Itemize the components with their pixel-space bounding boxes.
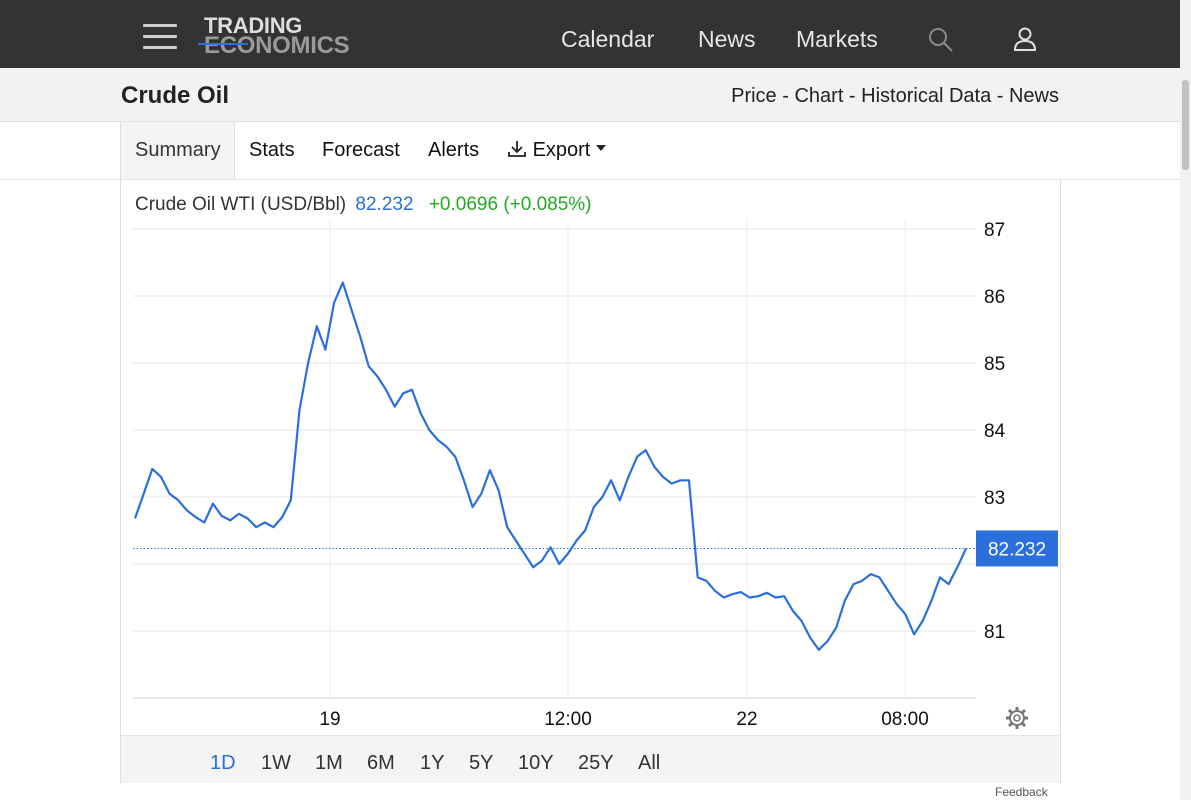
range-1w-button[interactable]: 1W	[261, 752, 291, 774]
page-section-links: Price - Chart - Historical Data - News	[731, 85, 1059, 108]
tab-export[interactable]: Export	[507, 122, 606, 179]
user-account-icon[interactable]	[1013, 26, 1037, 52]
search-icon[interactable]	[928, 27, 954, 53]
download-icon	[508, 141, 526, 157]
link-separator: -	[776, 85, 795, 107]
link-separator: -	[843, 85, 862, 107]
tab-summary[interactable]: Summary	[120, 122, 235, 179]
nav-markets-link[interactable]: Markets	[796, 26, 878, 52]
page-title: Crude Oil	[121, 82, 230, 109]
range-1m-button[interactable]: 1M	[315, 752, 343, 774]
x-tick-label: 19	[319, 709, 340, 730]
link-separator: -	[991, 85, 1009, 107]
page-scrollbar[interactable]	[1180, 0, 1191, 800]
page-header: Crude Oil Price - Chart - Historical Dat…	[0, 68, 1180, 122]
historical-data-link[interactable]: Historical Data	[861, 85, 992, 107]
y-tick-label: 85	[984, 354, 1005, 375]
logo-line-1: TRADING	[204, 13, 303, 38]
price-series-line[interactable]	[133, 281, 967, 651]
chart-link[interactable]: Chart	[794, 85, 844, 107]
range-6m-button[interactable]: 6M	[367, 752, 395, 774]
last-price-label: 82.232	[988, 539, 1046, 560]
y-tick-label: 86	[984, 287, 1005, 308]
price-quote: Crude Oil WTI (USD/Bbl) 82.232 +0.0696 (…	[135, 194, 592, 216]
y-tick-label: 81	[984, 622, 1005, 643]
hamburger-menu-icon[interactable]	[143, 24, 177, 50]
range-25y-button[interactable]: 25Y	[578, 752, 614, 774]
active-range-indicator	[198, 43, 248, 45]
tab-forecast[interactable]: Forecast	[322, 139, 400, 161]
price-link[interactable]: Price	[731, 85, 777, 107]
last-price-badge	[976, 530, 1058, 567]
feedback-link[interactable]: Feedback	[995, 785, 1048, 799]
instrument-name: Crude Oil WTI (USD/Bbl)	[135, 194, 347, 215]
top-navbar: TRADING ECONOMICS Calendar News Markets	[0, 0, 1180, 68]
y-tick-label: 87	[984, 220, 1005, 241]
x-tick-label: 12:00	[544, 709, 592, 730]
range-all-button[interactable]: All	[638, 752, 661, 774]
tab-alerts[interactable]: Alerts	[428, 139, 480, 161]
current-price: 82.232	[355, 194, 414, 215]
range-1d-button[interactable]: 1D	[210, 752, 236, 774]
tab-stats[interactable]: Stats	[249, 139, 295, 161]
logo-line-2: ECONOMICS	[204, 32, 350, 59]
export-label: Export	[532, 139, 591, 161]
scrollbar-thumb[interactable]	[1182, 80, 1189, 170]
range-1y-button[interactable]: 1Y	[420, 752, 445, 774]
x-tick-label: 22	[736, 709, 757, 730]
news-link[interactable]: News	[1008, 85, 1059, 107]
trading-economics-logo[interactable]: TRADING ECONOMICS	[204, 13, 350, 59]
range-10y-button[interactable]: 10Y	[518, 752, 554, 774]
time-range-selector: 1D 1W 1M 6M 1Y 5Y 10Y 25Y All	[121, 735, 1059, 783]
x-tick-label: 08:00	[881, 709, 929, 730]
chart-tabs: Summary Stats Forecast Alerts Export	[0, 122, 1180, 180]
range-5y-button[interactable]: 5Y	[469, 752, 494, 774]
y-tick-label: 83	[984, 488, 1005, 509]
chart-settings-icon[interactable]	[1006, 707, 1028, 729]
price-line-chart[interactable]: 81 83 84 85 86 87 19 12:00 22 08:00 82.232	[121, 180, 1059, 735]
caret-down-icon	[595, 145, 606, 151]
nav-calendar-link[interactable]: Calendar	[561, 26, 655, 52]
nav-news-link[interactable]: News	[698, 26, 756, 52]
y-tick-label: 84	[984, 421, 1006, 442]
price-change: +0.0696 (+0.085%)	[428, 194, 592, 215]
